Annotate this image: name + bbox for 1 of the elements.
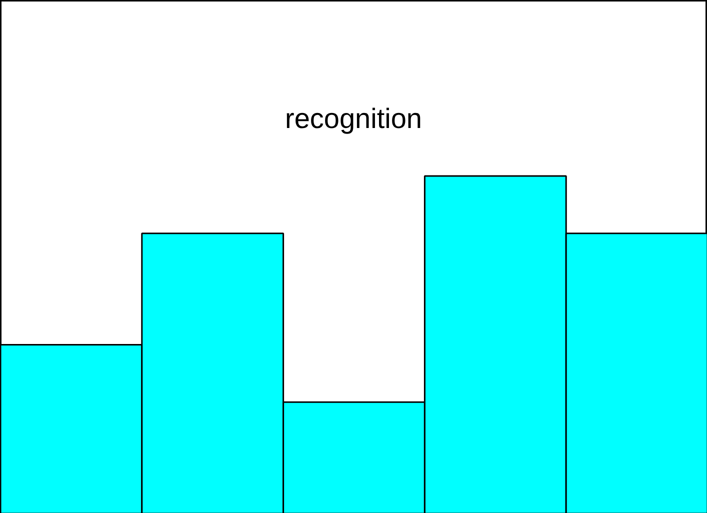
chart-title: recognition xyxy=(285,103,422,134)
